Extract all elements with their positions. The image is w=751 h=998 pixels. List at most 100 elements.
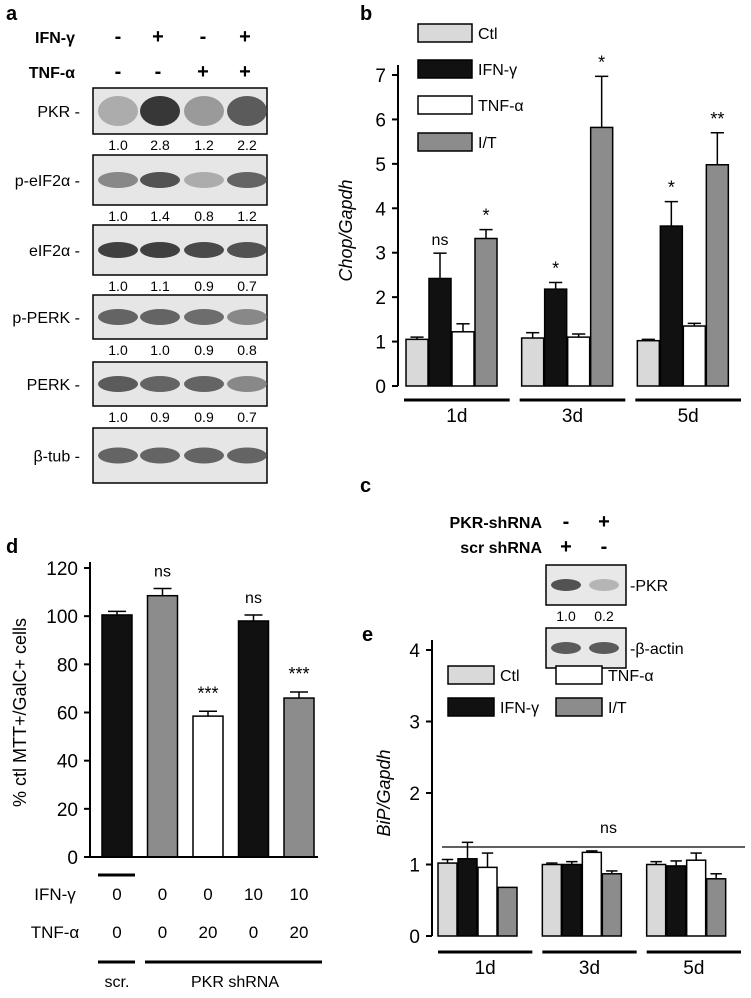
bar [451, 331, 475, 387]
band-quantification: 1.0 [556, 608, 576, 624]
y-tick-label: 80 [57, 655, 78, 676]
blot-label: eIF2α - [29, 243, 80, 260]
treatment-sign: + [152, 26, 164, 48]
bar [541, 863, 563, 937]
bar [543, 288, 568, 387]
band-quantification: 0.9 [194, 409, 214, 425]
band-quantification: 1.2 [194, 137, 214, 153]
group-label: scr. [105, 974, 130, 991]
panel-a-western-blot: IFN-γ - + - + TNF-α - - + + PKR - 1.0 2.8 1.2 2.2 p-eIF… [12, 26, 268, 484]
panel-letter-a: a [6, 3, 18, 25]
legend-label: TNF-α [478, 98, 524, 115]
band-quantification: 1.0 [108, 137, 128, 153]
group-label: 1d [446, 406, 467, 427]
bar [665, 865, 687, 937]
blot-band [184, 447, 224, 464]
group-label: 3d [579, 958, 600, 979]
y-tick-label: 4 [409, 641, 420, 662]
bar [520, 337, 545, 387]
bar [705, 878, 727, 937]
bar [589, 126, 614, 387]
significance-label: * [482, 206, 489, 226]
blot-band [227, 96, 267, 126]
y-tick-label: 4 [375, 199, 386, 220]
bar [705, 163, 730, 387]
band-quantification: 2.8 [150, 137, 170, 153]
bar [146, 594, 179, 858]
y-tick-label: 1 [375, 333, 386, 354]
treatment-sign: + [239, 61, 251, 83]
tnf-dose-value: 0 [158, 923, 167, 942]
blot-band [98, 242, 138, 258]
y-tick-label: 100 [46, 607, 78, 628]
y-tick-label: 2 [375, 288, 386, 309]
significance-label: * [668, 178, 675, 198]
significance-label: ns [432, 232, 449, 249]
bar [477, 866, 498, 937]
y-tick-label: 3 [375, 244, 386, 265]
blot-band [184, 96, 224, 126]
blot-label: β-tub - [33, 449, 80, 466]
bar [192, 715, 224, 858]
blot-band [551, 642, 581, 654]
band-quantification: 0.9 [150, 409, 170, 425]
y-tick-label: 40 [57, 752, 78, 773]
y-tick-label: 0 [375, 377, 386, 398]
bar [685, 859, 707, 937]
bar [645, 863, 667, 937]
treatment-sign: - [563, 511, 570, 533]
row-label-ifn: IFN-γ [34, 885, 76, 904]
legend-label: IFN-γ [500, 700, 539, 717]
treatment-sign: - [601, 536, 608, 558]
band-quantification: 1.0 [150, 342, 170, 358]
blot-band [98, 309, 138, 325]
blot-band [140, 309, 180, 325]
band-quantification: 1.2 [237, 208, 257, 224]
blot-label: p-eIF2α - [15, 173, 80, 190]
band-quantification: 1.0 [108, 342, 128, 358]
significance-label: *** [288, 664, 309, 684]
treatment-sign: + [197, 61, 209, 83]
legend-swatch [447, 697, 495, 717]
y-tick-label: 6 [375, 110, 386, 131]
treatment-sign: + [560, 536, 572, 558]
panel-letter-c: c [360, 475, 371, 497]
treatment-sign: - [115, 26, 122, 48]
tnf-dose-value: 20 [199, 923, 218, 942]
blot-band [140, 447, 180, 464]
band-quantification: 1.0 [108, 409, 128, 425]
band-quantification: 2.2 [237, 137, 257, 153]
blot-band [589, 579, 619, 591]
blot-band [184, 242, 224, 258]
legend-label: Ctl [500, 668, 520, 685]
tnf-dose-value: 0 [249, 923, 258, 942]
treatment-sign: + [598, 511, 610, 533]
bar [601, 873, 623, 937]
legend-label: I/T [478, 135, 497, 152]
blot-band [98, 172, 138, 188]
group-label: 5d [683, 958, 704, 979]
bar [101, 614, 133, 858]
blot-band [184, 172, 224, 188]
blot-label: -β-actin [630, 641, 684, 658]
band-quantification: 1.0 [108, 278, 128, 294]
band-quantification: 0.8 [237, 342, 257, 358]
bar [437, 862, 458, 937]
blot-band [140, 376, 180, 392]
y-tick-label: 60 [57, 704, 78, 725]
group-label: 3d [562, 406, 583, 427]
legend-swatch [447, 665, 495, 685]
blot-band [551, 579, 581, 591]
blot-label: -PKR [630, 578, 668, 595]
panel-c-western-blot: PKR-shRNA - + scr shRNA + - -PKR 1.0 0.2 -β-actin [450, 511, 684, 669]
blot-band [227, 447, 267, 464]
blot-band [227, 309, 267, 325]
blot-band [227, 242, 267, 258]
treatment-label: TNF-α [29, 65, 75, 82]
blot-band [589, 642, 619, 654]
band-quantification: 0.9 [194, 342, 214, 358]
significance-label: ns [154, 563, 171, 580]
legend-label: Ctl [478, 26, 498, 43]
blot-band [98, 447, 138, 464]
